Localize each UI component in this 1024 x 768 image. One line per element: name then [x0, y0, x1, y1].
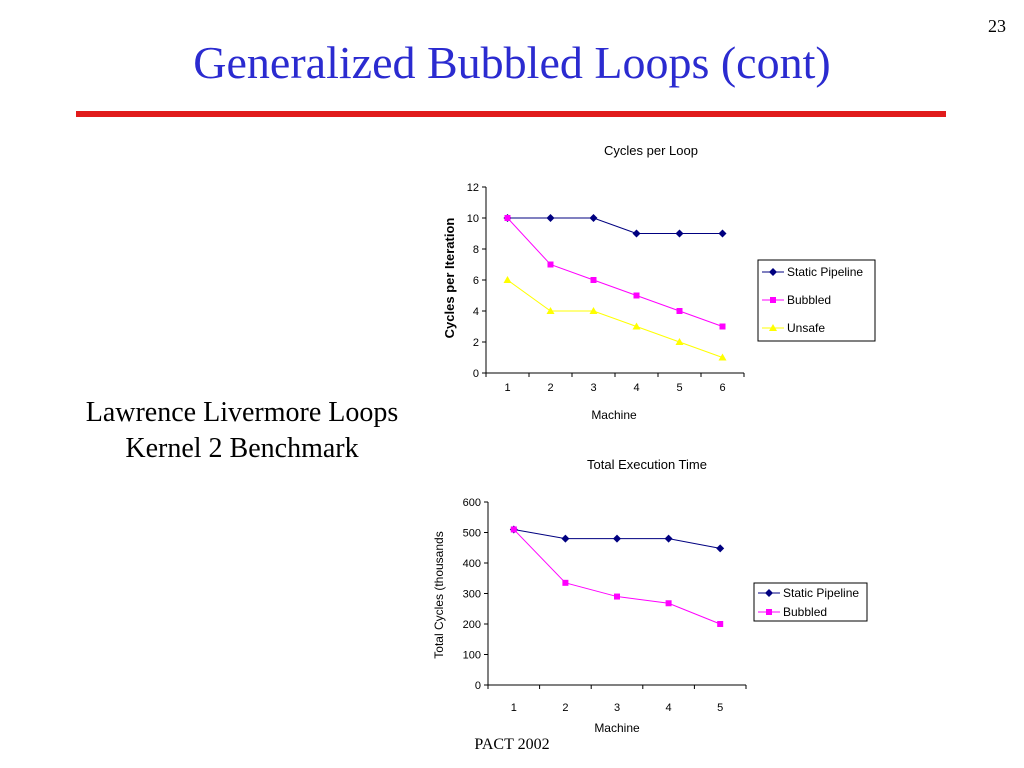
y-tick-label: 100	[463, 650, 481, 662]
caption-line-1: Lawrence Livermore Loops	[85, 397, 399, 428]
cycles-per-loop-chart: Cycles per Loop Cycles per Iteration Mac…	[442, 143, 876, 422]
y-tick-label: 500	[463, 528, 481, 540]
data-point	[561, 534, 570, 543]
x-tick-label: 1	[504, 382, 510, 394]
chart-title: Cycles per Loop	[604, 143, 698, 158]
data-point	[664, 534, 673, 543]
legend-label: Unsafe	[787, 321, 825, 335]
x-tick-label: 1	[511, 702, 517, 714]
caption-line-2: Kernel 2 Benchmark	[125, 433, 359, 464]
y-tick-label: 4	[473, 306, 479, 318]
data-point	[676, 308, 683, 314]
data-point	[717, 621, 724, 627]
x-tick-label: 5	[676, 382, 682, 394]
total-execution-time-chart: Total Execution Time Total Cycles (thous…	[432, 457, 868, 735]
y-tick-label: 0	[475, 680, 481, 692]
y-tick-label: 0	[473, 368, 479, 380]
chart-legend: Static Pipeline Bubbled Unsafe	[757, 259, 876, 342]
x-axis-label: Machine	[594, 721, 640, 735]
data-point	[503, 276, 512, 283]
slide-number: 23	[988, 16, 1006, 36]
legend-label: Bubbled	[787, 293, 831, 307]
y-axis-label: Cycles per Iteration	[442, 218, 457, 339]
legend-swatch-marker	[769, 268, 777, 276]
x-tick-label: 3	[590, 382, 596, 394]
legend-swatch-marker	[770, 297, 776, 303]
data-point	[675, 338, 684, 345]
data-point	[589, 214, 598, 222]
data-point	[665, 600, 672, 607]
y-tick-label: 2	[473, 337, 479, 349]
x-tick-label: 3	[614, 702, 620, 714]
data-point	[675, 229, 684, 238]
series-layer	[509, 525, 725, 627]
x-tick-label: 4	[666, 702, 672, 714]
data-point	[716, 544, 725, 553]
data-point	[547, 261, 554, 268]
data-point	[719, 323, 726, 330]
legend-swatch-marker	[766, 609, 772, 615]
data-point	[504, 215, 511, 221]
data-point	[632, 322, 641, 330]
data-point	[632, 229, 641, 238]
x-tick-label: 2	[547, 382, 553, 394]
series-layer	[503, 214, 727, 361]
series-line-0	[507, 217, 723, 234]
chart-title: Total Execution Time	[587, 457, 707, 472]
y-tick-label: 10	[467, 213, 479, 225]
data-point	[613, 534, 621, 543]
legend-label: Bubbled	[783, 605, 827, 619]
footer-text: PACT 2002	[474, 736, 550, 753]
series-line-2	[507, 279, 723, 358]
y-tick-label: 200	[463, 619, 481, 631]
y-tick-label: 12	[467, 182, 479, 194]
chart-legend: Static Pipeline Bubbled	[753, 582, 868, 622]
title-underline-rule	[76, 111, 946, 117]
y-tick-label: 600	[463, 497, 481, 509]
y-axis-label: Total Cycles (thousands	[432, 531, 446, 658]
data-point	[562, 579, 569, 586]
data-point	[633, 292, 640, 299]
legend-label: Static Pipeline	[787, 265, 863, 279]
data-point	[546, 214, 555, 222]
slide-title: Generalized Bubbled Loops (cont)	[193, 37, 831, 88]
y-tick-label: 8	[473, 244, 479, 256]
data-point	[546, 307, 555, 314]
y-tick-label: 300	[463, 589, 481, 601]
series-line-1	[513, 529, 721, 625]
legend-swatch-marker	[765, 589, 773, 597]
y-tick-label: 400	[463, 558, 481, 570]
x-tick-label: 4	[633, 382, 639, 394]
legend-items: Static Pipeline Bubbled Unsafe	[762, 265, 863, 335]
legend-items: Static Pipeline Bubbled	[758, 586, 859, 619]
data-point	[718, 353, 727, 361]
legend-box	[753, 582, 868, 622]
series-line-1	[507, 217, 723, 327]
chart-axes: 0 100 200 300 400 500 600 1 2 3 4 5	[463, 497, 747, 714]
data-point	[590, 277, 597, 283]
data-point	[589, 307, 598, 314]
slide-caption: Lawrence Livermore Loops Kernel 2 Benchm…	[42, 395, 442, 467]
x-axis-label: Machine	[591, 408, 637, 422]
legend-swatch-marker	[769, 324, 777, 331]
y-tick-label: 6	[473, 275, 479, 287]
x-tick-label: 6	[719, 382, 725, 394]
x-tick-label: 2	[562, 702, 568, 714]
data-point	[614, 593, 620, 600]
data-point	[510, 526, 517, 533]
data-point	[718, 229, 727, 238]
legend-label: Static Pipeline	[783, 586, 859, 600]
x-tick-label: 5	[717, 702, 723, 714]
